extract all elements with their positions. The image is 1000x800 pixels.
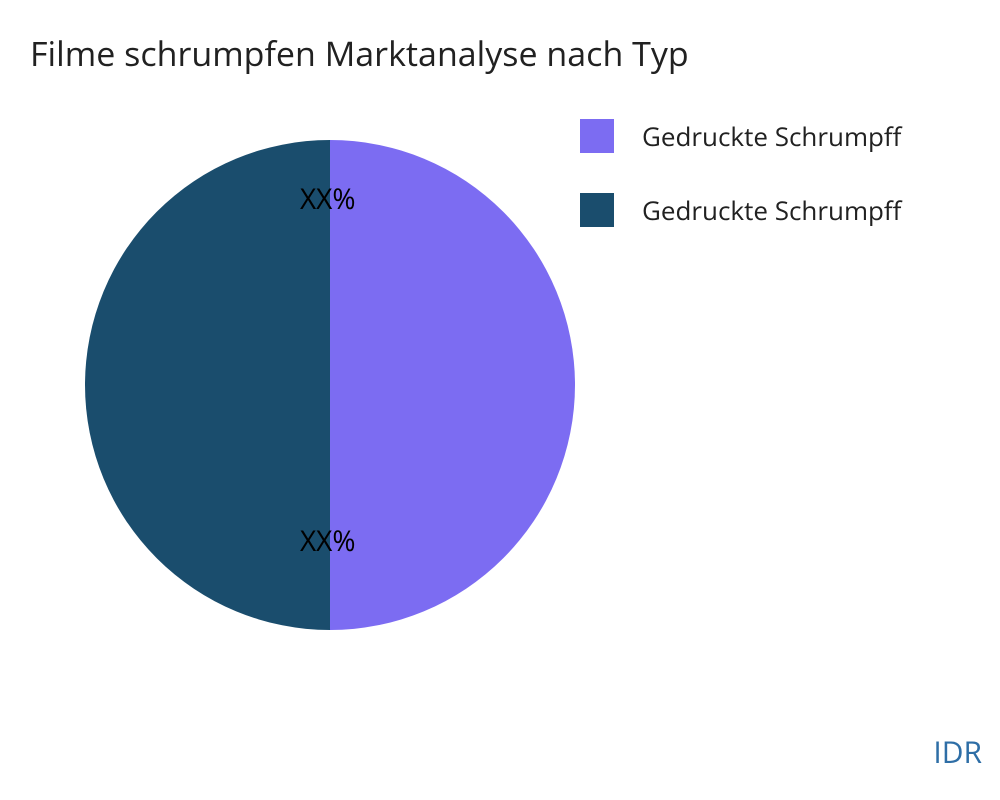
legend-label-1: Gedruckte Schrumpff xyxy=(642,192,901,228)
slice-label-1: XX% xyxy=(300,522,356,560)
legend-item-1: Gedruckte Schrumpff xyxy=(580,192,901,228)
pie-slice xyxy=(85,140,330,630)
legend-label-0: Gedruckte Schrumpff xyxy=(642,118,901,154)
chart-title: Filme schrumpfen Marktanalyse nach Typ xyxy=(30,30,689,76)
slice-label-0: XX% xyxy=(300,180,356,218)
pie-chart: XX% XX% xyxy=(70,110,590,675)
legend-swatch-1 xyxy=(580,193,614,227)
legend: Gedruckte Schrumpff Gedruckte Schrumpff xyxy=(580,118,901,266)
pie-slice xyxy=(330,140,575,630)
legend-item-0: Gedruckte Schrumpff xyxy=(580,118,901,154)
legend-swatch-0 xyxy=(580,119,614,153)
watermark: IDR xyxy=(933,731,982,772)
